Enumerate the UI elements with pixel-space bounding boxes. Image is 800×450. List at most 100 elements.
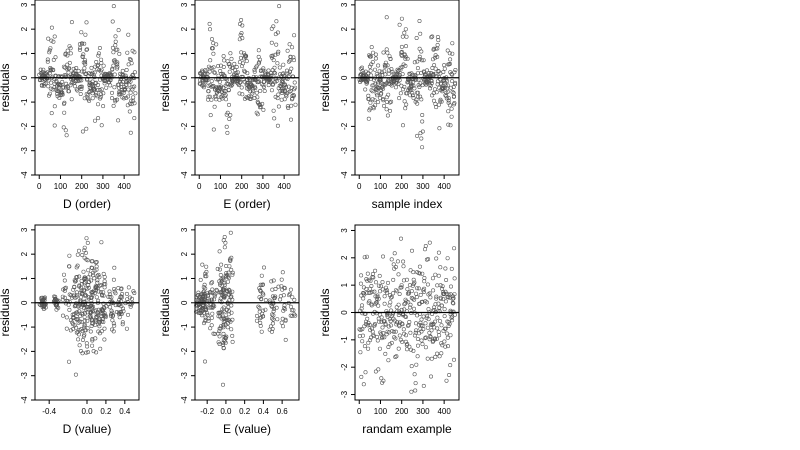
data-point — [120, 322, 125, 327]
data-point — [273, 94, 278, 99]
data-point — [417, 56, 422, 61]
data-point — [414, 291, 419, 296]
data-point — [207, 21, 212, 26]
y-tick-label: -4 — [180, 171, 189, 179]
data-point — [399, 307, 404, 312]
data-point — [237, 91, 242, 96]
data-point — [422, 70, 427, 75]
data-point — [436, 250, 441, 255]
data-point — [281, 306, 286, 311]
data-point — [213, 291, 218, 296]
y-tick-label: -2 — [340, 122, 349, 130]
data-point — [83, 62, 88, 67]
data-point — [104, 85, 109, 90]
data-point — [282, 303, 287, 308]
data-point — [435, 326, 440, 331]
data-point — [449, 266, 454, 271]
data-point — [371, 275, 376, 280]
data-point — [255, 95, 260, 100]
data-point — [96, 313, 101, 318]
y-tick-label: 0 — [20, 300, 29, 305]
data-point — [262, 89, 267, 94]
data-point — [221, 345, 226, 350]
data-point — [372, 289, 377, 294]
data-point — [392, 318, 397, 323]
data-point — [401, 313, 406, 318]
data-point — [412, 86, 417, 91]
y-tick-label: 2 — [20, 251, 29, 256]
data-point — [445, 256, 450, 261]
data-point — [404, 34, 409, 39]
data-point — [380, 380, 385, 385]
data-point — [127, 295, 132, 300]
data-point — [408, 347, 413, 352]
data-point — [367, 277, 372, 282]
data-point — [284, 71, 289, 76]
data-point — [224, 271, 229, 276]
data-point — [85, 258, 90, 263]
data-point — [446, 122, 451, 127]
data-point — [270, 68, 275, 73]
data-point — [61, 85, 66, 90]
data-point — [250, 83, 255, 88]
data-point — [211, 51, 216, 56]
data-point — [239, 74, 244, 79]
data-point — [360, 339, 365, 344]
data-point — [271, 108, 276, 113]
data-point — [60, 297, 65, 302]
data-point — [274, 79, 279, 84]
data-point — [124, 78, 129, 83]
data-point — [363, 87, 368, 92]
data-point — [74, 310, 79, 315]
data-point — [443, 326, 448, 331]
data-point — [47, 50, 52, 55]
data-point — [407, 319, 412, 324]
data-point — [256, 304, 261, 309]
data-point — [396, 82, 401, 87]
data-point — [101, 104, 106, 109]
data-point — [82, 328, 87, 333]
data-point — [222, 245, 227, 250]
data-point — [448, 123, 453, 128]
data-point — [420, 145, 425, 150]
data-point — [257, 60, 262, 65]
data-point — [366, 340, 371, 345]
data-point — [115, 60, 120, 65]
data-point — [401, 278, 406, 283]
data-point — [237, 37, 242, 42]
data-point — [427, 86, 432, 91]
panel-3: 0 100 200 300 400 -4 -3 -2 -1 0 1 2 3 sample index res… — [318, 0, 460, 211]
data-point — [68, 51, 73, 56]
data-point — [425, 282, 430, 287]
y-tick-label: 0 — [340, 310, 349, 315]
data-point — [420, 113, 425, 118]
data-point — [433, 55, 438, 60]
data-point — [366, 116, 371, 121]
data-point — [396, 68, 401, 73]
data-point — [124, 68, 129, 73]
data-point — [89, 265, 94, 270]
panel-5: -0.2 0.0 0.2 0.4 0.6 -4 -3 -2 -1 0 1 2 3 E (value) res… — [158, 224, 300, 436]
data-point — [119, 304, 124, 309]
data-point — [120, 68, 125, 73]
data-point — [381, 378, 386, 383]
data-point — [428, 295, 433, 300]
data-point — [447, 61, 452, 66]
y-tick-label: -2 — [20, 347, 29, 355]
data-point — [96, 102, 101, 107]
data-point — [99, 329, 104, 334]
data-point — [225, 325, 230, 330]
data-point — [208, 27, 213, 32]
data-point — [420, 342, 425, 347]
data-point — [205, 78, 210, 83]
x-tick-label: 100 — [54, 182, 68, 191]
data-point — [203, 286, 208, 291]
data-point — [413, 381, 418, 386]
data-point — [426, 257, 431, 262]
data-point — [127, 56, 132, 61]
data-point — [388, 56, 393, 61]
data-point — [398, 91, 403, 96]
data-point — [88, 310, 93, 315]
data-point — [230, 333, 235, 338]
